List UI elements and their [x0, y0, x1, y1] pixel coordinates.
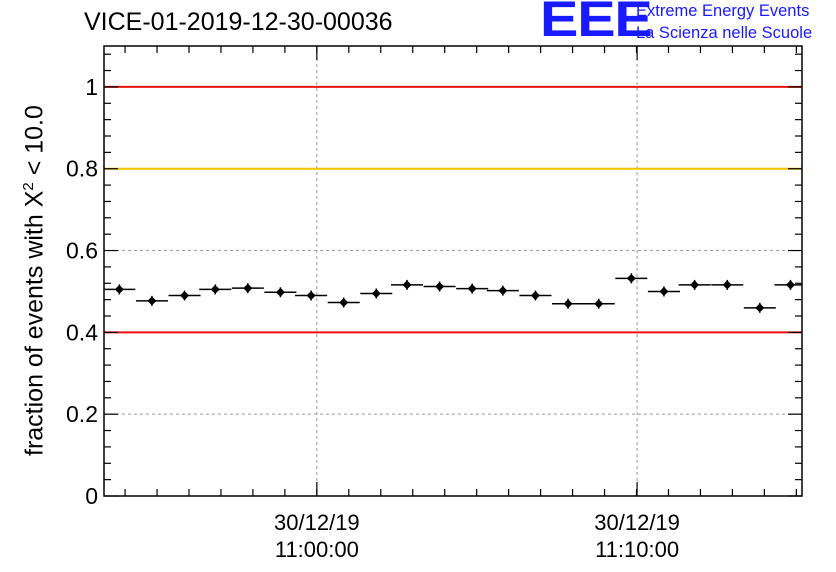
data-point-marker: [594, 299, 604, 309]
data-point-marker: [339, 297, 349, 308]
plot-frame: [103, 45, 803, 497]
y-tick-label: 0.4: [66, 319, 98, 345]
data-point: [743, 302, 776, 313]
data-point-marker: [563, 299, 573, 309]
data-point-marker: [467, 284, 477, 294]
data-point: [104, 284, 136, 295]
y-axis-label-suffix: < 10.0: [20, 105, 49, 183]
data-point-marker: [755, 303, 765, 313]
data-point-marker: [306, 291, 316, 301]
data-point: [456, 283, 489, 294]
data-point-marker: [243, 283, 253, 293]
y-tick-label: 0: [85, 483, 98, 509]
x-tick-label-date: 30/12/19: [594, 510, 680, 535]
data-point-marker: [402, 280, 412, 290]
data-point: [135, 295, 168, 306]
data-point: [327, 297, 360, 308]
data-point-marker: [210, 284, 220, 294]
data-point-marker: [180, 291, 190, 301]
data-point: [582, 298, 615, 309]
data-point: [678, 279, 711, 290]
data-point: [264, 287, 297, 298]
x-tick-label-time: 11:10:00: [595, 537, 679, 562]
data-point-marker: [114, 284, 124, 294]
data-point: [168, 290, 201, 301]
data-point-marker: [371, 288, 381, 299]
logo-line-2: La Scienza nelle Scuole: [636, 24, 813, 42]
data-point-marker: [530, 291, 540, 301]
y-axis-label: fraction of events with Χ2 < 10.0: [20, 36, 49, 456]
y-tick-label: 0.6: [66, 238, 98, 264]
data-point: [711, 279, 744, 290]
y-axis-label-prefix: fraction of events with Χ: [20, 190, 49, 456]
y-tick-label: 0.2: [66, 401, 98, 427]
data-point: [360, 288, 393, 299]
data-point-marker: [498, 286, 508, 296]
data-point: [552, 298, 585, 309]
data-point-marker: [722, 280, 732, 290]
data-point-marker: [275, 287, 285, 297]
y-tick-label: 1: [85, 74, 98, 100]
data-point-marker: [435, 282, 445, 292]
data-point-marker: [690, 280, 700, 290]
data-point: [231, 283, 264, 294]
data-point: [199, 284, 232, 295]
y-axis-label-sup: 2: [20, 182, 37, 191]
data-point-marker: [659, 286, 669, 296]
logo-line-1: Extreme Energy Events: [636, 2, 810, 20]
x-tick-label-time: 11:00:00: [275, 537, 359, 562]
eee-logo: EEE Extreme Energy Events La Scienza nel…: [540, 0, 830, 48]
data-point: [486, 285, 519, 296]
y-tick-label: 0.8: [66, 156, 98, 182]
x-tick-label-date: 30/12/19: [274, 510, 360, 535]
data-point-marker: [785, 280, 796, 290]
eee-logo-mark: EEE: [540, 0, 653, 47]
data-point: [423, 281, 456, 292]
data-point-marker: [626, 273, 636, 283]
data-point: [390, 279, 423, 290]
data-point: [295, 290, 328, 301]
data-point: [774, 279, 802, 290]
data-point-marker: [147, 296, 157, 306]
data-point: [615, 273, 648, 284]
data-point: [647, 286, 680, 297]
chart-title: VICE-01-2019-12-30-00036: [84, 8, 393, 36]
data-point: [519, 290, 552, 301]
